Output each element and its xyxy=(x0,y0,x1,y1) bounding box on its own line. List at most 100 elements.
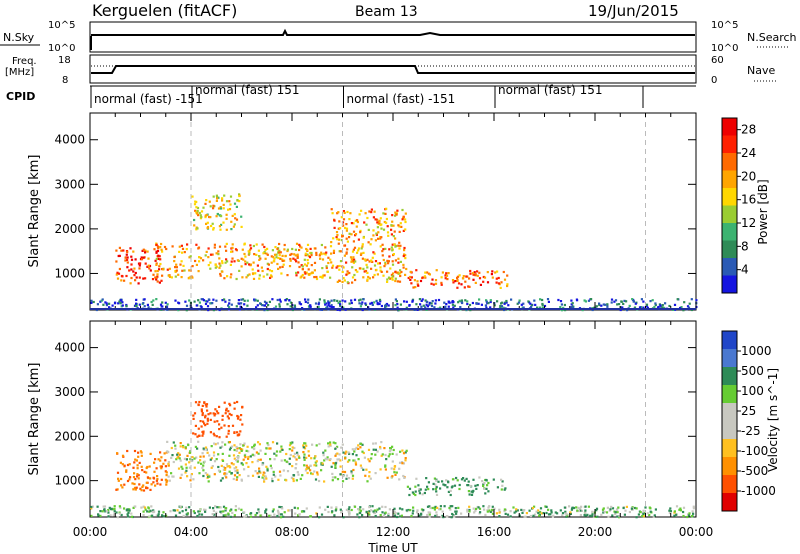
power-cell xyxy=(324,246,327,249)
velocity-cell xyxy=(164,465,167,468)
power-cell xyxy=(365,263,368,266)
power-cell xyxy=(273,253,277,256)
velocity-cell xyxy=(255,451,258,454)
power-cell xyxy=(184,300,187,303)
power-cell xyxy=(676,298,679,301)
velocity-cell xyxy=(303,510,306,513)
power-cell xyxy=(295,274,298,277)
velocity-cell xyxy=(484,492,487,495)
velocity-cell xyxy=(257,458,260,461)
velocity-cell xyxy=(467,480,470,483)
power-cell xyxy=(321,258,325,261)
velocity-cell xyxy=(357,458,360,461)
power-cell xyxy=(221,270,224,273)
velocity-cell xyxy=(300,510,304,513)
power-cell xyxy=(248,263,251,266)
velocity-cell xyxy=(397,512,400,515)
power-cell xyxy=(570,299,573,302)
velocity-cell xyxy=(316,471,319,474)
power-cell xyxy=(407,276,410,280)
velocity-cell xyxy=(181,510,184,513)
velocity-cell xyxy=(462,477,465,480)
velocity-cell xyxy=(344,452,347,455)
power-cell xyxy=(118,254,121,257)
power-cell xyxy=(232,225,235,228)
velocity-cell xyxy=(535,510,538,513)
velocity-cell xyxy=(359,511,362,515)
power-cell xyxy=(142,256,145,259)
velocity-cell xyxy=(331,476,334,479)
velocity-cell xyxy=(603,510,606,513)
velocity-cell xyxy=(374,514,377,518)
velocity-cbar-tick-label: -25 xyxy=(741,424,761,438)
power-cell xyxy=(464,299,467,302)
velocity-cell xyxy=(245,449,248,452)
power-cell xyxy=(402,229,405,232)
power-cell xyxy=(356,251,359,254)
power-cell xyxy=(386,259,389,262)
velocity-cell xyxy=(478,512,481,515)
velocity-cell xyxy=(642,509,645,512)
power-cell xyxy=(397,261,400,264)
power-cell xyxy=(433,306,436,309)
power-cell xyxy=(653,305,656,309)
velocity-cell xyxy=(256,472,259,475)
power-cell xyxy=(335,266,338,269)
velocity-cell xyxy=(400,514,403,517)
velocity-cbar-swatch xyxy=(722,493,737,512)
power-cell xyxy=(233,202,237,205)
velocity-cell xyxy=(176,456,179,459)
velocity-cell xyxy=(305,507,308,510)
velocity-cell xyxy=(402,462,405,465)
velocity-cell xyxy=(192,432,195,435)
power-cell xyxy=(323,301,326,304)
velocity-cell xyxy=(495,512,498,515)
velocity-cell xyxy=(280,459,283,462)
velocity-cell xyxy=(194,445,197,448)
power-cell xyxy=(263,304,266,307)
power-cell xyxy=(518,299,521,302)
power-cell xyxy=(360,247,363,250)
velocity-cell xyxy=(533,505,536,508)
power-cell xyxy=(156,245,159,248)
velocity-cell xyxy=(189,451,192,454)
power-cell xyxy=(391,214,394,217)
velocity-cell xyxy=(261,476,264,479)
velocity-cell xyxy=(579,514,582,517)
power-cell xyxy=(324,253,327,256)
power-cell xyxy=(598,302,601,305)
velocity-cell xyxy=(570,508,573,511)
power-cell xyxy=(265,302,268,305)
power-cell xyxy=(338,220,341,223)
power-cell xyxy=(502,270,505,274)
velocity-cell xyxy=(538,514,541,517)
power-cell xyxy=(265,252,268,255)
power-cell xyxy=(105,302,108,305)
velocity-cell xyxy=(389,449,392,452)
velocity-cell xyxy=(203,460,206,463)
velocity-cell xyxy=(296,453,299,456)
power-cell xyxy=(445,274,449,277)
velocity-cell xyxy=(233,401,236,404)
power-cell xyxy=(207,264,210,267)
power-cbar-swatch xyxy=(722,275,737,294)
power-cell xyxy=(391,260,394,263)
power-cbar-swatch xyxy=(722,240,737,259)
velocity-cell xyxy=(324,449,327,452)
velocity-cell xyxy=(331,479,334,482)
velocity-cell xyxy=(451,505,454,508)
power-cell xyxy=(308,256,312,259)
velocity-cell xyxy=(292,474,296,477)
velocity-cell xyxy=(395,471,398,474)
velocity-cell xyxy=(577,509,580,513)
power-cell xyxy=(506,274,509,277)
velocity-cell xyxy=(503,508,506,511)
power-cell xyxy=(415,269,418,272)
power-cell xyxy=(390,246,393,249)
velocity-cell xyxy=(173,509,176,512)
power-cell xyxy=(385,207,388,210)
power-cell xyxy=(212,309,215,312)
velocity-cell xyxy=(298,513,301,516)
power-cell xyxy=(462,275,465,278)
velocity-cell xyxy=(179,445,182,448)
